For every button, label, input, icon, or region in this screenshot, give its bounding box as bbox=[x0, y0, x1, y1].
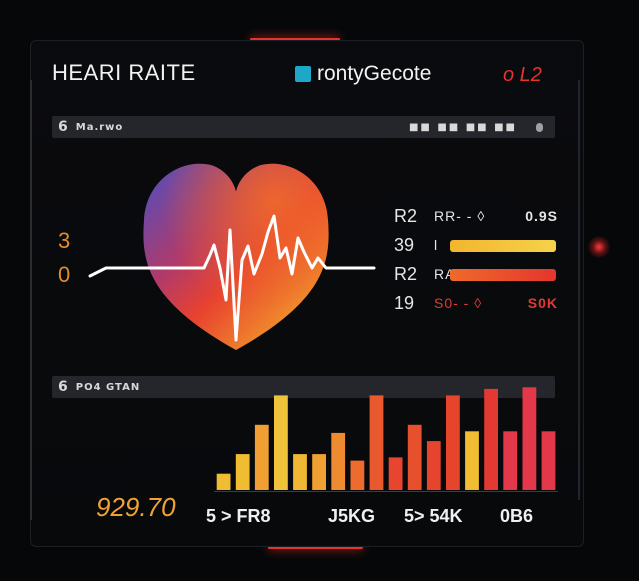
bottom-glow-accent bbox=[268, 546, 363, 549]
stat-number: R2 bbox=[394, 264, 418, 284]
brand-tag: o L2 bbox=[503, 64, 542, 86]
stat-number: R2 bbox=[394, 206, 418, 226]
chart-bar bbox=[522, 387, 537, 490]
stat-label: RA bbox=[434, 266, 456, 282]
stat-row[interactable]: 19 S0- - ◊ S0K bbox=[394, 293, 564, 315]
chart-bar bbox=[312, 454, 326, 490]
ecg-line bbox=[88, 214, 376, 342]
chart-bar bbox=[350, 460, 365, 490]
chart-bar bbox=[293, 454, 307, 490]
chart-bar bbox=[235, 454, 250, 490]
chart-bar bbox=[388, 457, 403, 490]
frame-right-edge bbox=[578, 80, 580, 500]
stat-level-bar bbox=[450, 269, 556, 281]
chart-bar bbox=[254, 424, 269, 490]
left-axis-label-bottom: 0 bbox=[58, 262, 71, 287]
stat-level-bar bbox=[450, 240, 556, 252]
stat-value: 0.9S bbox=[525, 208, 558, 224]
chart-bar bbox=[426, 441, 441, 490]
stat-number: 19 bbox=[394, 293, 415, 313]
bottom-value: 929.70 bbox=[96, 492, 176, 522]
top-panel-number: 6 bbox=[58, 119, 68, 135]
stat-row[interactable]: R2 RA bbox=[394, 264, 564, 286]
left-axis-label-top: 3 bbox=[58, 228, 71, 253]
top-panel-controls[interactable]: ■■ ■■ ■■ ■■ bbox=[408, 121, 517, 133]
stat-row[interactable]: R2 RR- - ◊ 0.9S bbox=[394, 206, 564, 228]
footer-item: 5> 54K bbox=[404, 506, 463, 526]
bottom-panel-header[interactable]: 6 PO4 GTAN bbox=[52, 376, 555, 398]
stat-label: S0- - ◊ bbox=[434, 295, 483, 311]
chart-bar bbox=[503, 431, 518, 490]
chart-bar bbox=[216, 473, 231, 490]
chart-bar bbox=[407, 424, 422, 490]
stat-label: RR- - ◊ bbox=[434, 208, 486, 224]
top-panel-menu-icon[interactable] bbox=[536, 122, 543, 132]
chart-bar bbox=[465, 431, 479, 490]
heart-pulse-graphic bbox=[88, 163, 376, 350]
stat-label: l bbox=[434, 237, 439, 253]
chart-bar bbox=[274, 395, 288, 490]
chart-bar bbox=[484, 388, 498, 490]
bottom-panel-label: PO4 GTAN bbox=[75, 381, 141, 393]
activity-bar-chart bbox=[216, 387, 556, 490]
chart-baseline bbox=[214, 491, 558, 492]
frame-left-edge bbox=[30, 80, 32, 520]
brand-square-icon bbox=[295, 66, 311, 82]
stat-value: S0K bbox=[527, 295, 558, 311]
footer-item: 5 > FR8 bbox=[206, 506, 271, 526]
chart-bar bbox=[541, 431, 556, 490]
page-title: HEARI RAITE bbox=[52, 60, 196, 85]
chart-bar bbox=[446, 395, 460, 490]
top-panel-label: Ma.rwo bbox=[75, 121, 124, 133]
stat-row[interactable]: 39 l bbox=[394, 235, 564, 257]
side-glow-dot bbox=[588, 236, 610, 258]
footer-item: 0B6 bbox=[500, 506, 534, 526]
chart-bar bbox=[331, 432, 346, 490]
stat-number: 39 bbox=[394, 235, 415, 255]
brand-name: rontyGecote bbox=[317, 62, 432, 85]
top-glow-accent bbox=[250, 38, 340, 41]
bottom-panel-number: 6 bbox=[58, 379, 68, 395]
top-panel-header[interactable]: 6 Ma.rwo ■■ ■■ ■■ ■■ bbox=[52, 116, 555, 138]
brand[interactable]: rontyGecote bbox=[295, 62, 431, 86]
footer-item: J5KG bbox=[328, 506, 376, 526]
chart-bar bbox=[369, 395, 384, 490]
